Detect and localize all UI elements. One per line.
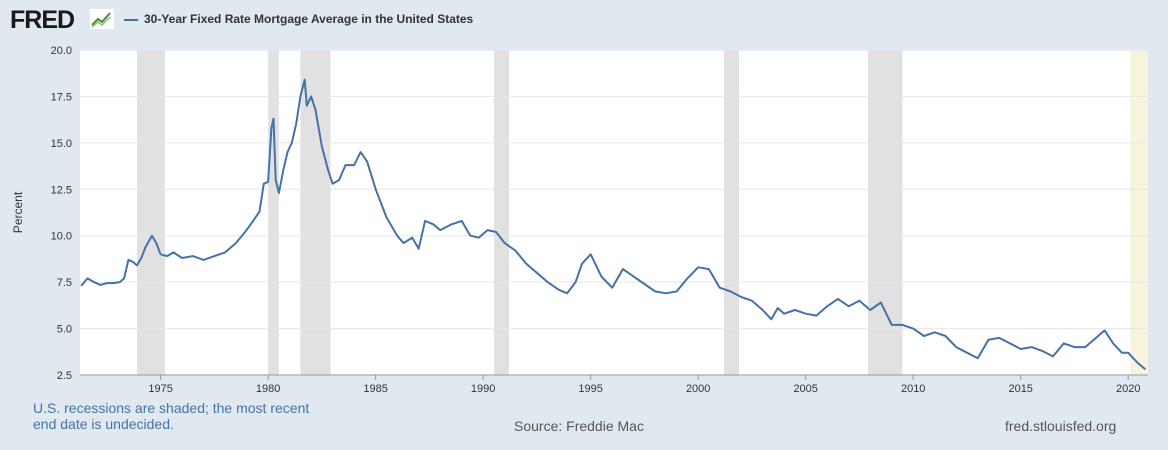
chart-legend[interactable]: 30-Year Fixed Rate Mortgage Average in t… [124, 12, 473, 26]
y-axis-label: Percent [11, 191, 25, 233]
y-tick-label-0: 2.5 [57, 370, 72, 382]
y-tick-label-4: 12.5 [51, 184, 72, 196]
recession-band-5 [868, 50, 903, 375]
y-tick-label-6: 17.5 [51, 91, 72, 103]
recession-band-6 [1130, 50, 1148, 375]
y-tick-label-1: 5.0 [57, 324, 72, 336]
x-tick-label-4: 1995 [578, 383, 602, 395]
x-tick-label-9: 2020 [1116, 383, 1140, 395]
recession-band-3 [493, 50, 509, 375]
recession-band-2 [300, 50, 331, 375]
plot-area [80, 50, 1148, 375]
y-tick-label-3: 10.0 [51, 231, 72, 243]
fred-logo[interactable]: FRED [10, 6, 75, 34]
y-tick-label-5: 15.0 [51, 138, 72, 150]
x-tick-label-0: 1975 [148, 383, 172, 395]
y-tick-label-7: 20.0 [51, 45, 72, 57]
x-tick-label-6: 2005 [793, 383, 817, 395]
recession-footnote: U.S. recessions are shaded; the most rec… [33, 400, 310, 432]
recession-band-4 [723, 50, 740, 375]
x-tick-label-3: 1990 [471, 383, 495, 395]
x-tick-label-2: 1985 [363, 383, 387, 395]
x-tick-label-8: 2015 [1008, 383, 1032, 395]
site-url[interactable]: fred.stlouisfed.org [1005, 418, 1117, 434]
x-tick-label-5: 2000 [686, 383, 710, 395]
source-credit: Source: Freddie Mac [514, 418, 644, 434]
recession-band-1 [268, 50, 279, 375]
fred-chart-icon [90, 9, 114, 29]
x-tick-label-7: 2010 [901, 383, 925, 395]
x-tick-label-1: 1980 [256, 383, 280, 395]
legend-swatch [124, 18, 138, 21]
recession-band-0 [136, 50, 165, 375]
legend-label: 30-Year Fixed Rate Mortgage Average in t… [144, 12, 474, 26]
series-line-0 [80, 78, 1147, 371]
y-tick-label-2: 7.5 [57, 277, 72, 289]
